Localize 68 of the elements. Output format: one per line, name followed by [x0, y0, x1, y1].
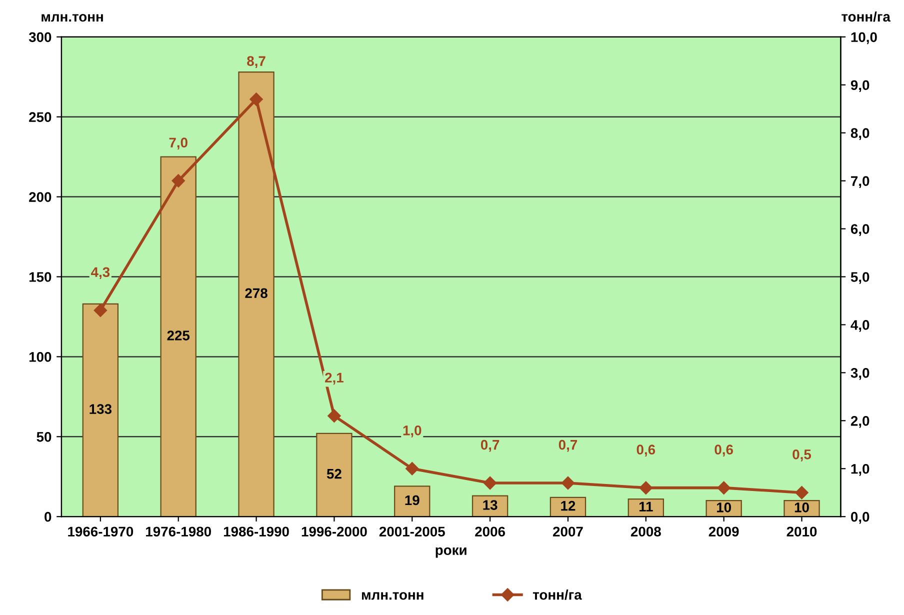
data-label: 1,0 [403, 425, 422, 438]
x-tick-label: 2010 [786, 526, 817, 537]
point [795, 486, 808, 500]
data-label: 278 [245, 288, 268, 298]
y2-tick-label: 7,0 [851, 176, 870, 188]
point [483, 476, 497, 490]
y2-tick-label: 4,0 [850, 320, 870, 332]
y-tick-label: 50 [36, 432, 52, 442]
data-label: 13 [483, 500, 498, 510]
point [639, 481, 652, 494]
y-tick-label: 100 [29, 352, 52, 362]
y-tick-label: 200 [29, 192, 52, 202]
x-tick-label: 1976-1980 [146, 526, 212, 537]
data-label: 8,7 [247, 56, 266, 68]
x-tick-label: 2007 [553, 526, 583, 537]
data-label: 0,6 [714, 444, 733, 457]
data-label: 11 [639, 502, 653, 512]
data-label: 7,0 [169, 138, 188, 150]
y2-tick-label: 2,0 [850, 416, 870, 428]
data-label: 133 [90, 404, 112, 414]
point [250, 92, 263, 106]
data-label: 0,5 [792, 449, 812, 462]
point [561, 476, 575, 490]
x-tick-label: 1966-1970 [68, 526, 134, 537]
y-tick-label: 150 [29, 272, 52, 282]
point [94, 304, 108, 317]
x-tick-label: 1986-1990 [224, 526, 289, 537]
y2-tick-label: 1,0 [851, 464, 870, 476]
x-tick-label: 1996-2000 [302, 526, 367, 537]
data-label: 225 [167, 330, 190, 340]
bar [238, 72, 274, 517]
y2-axis-title: тонн/га [842, 11, 891, 22]
y2-tick-label: 6,0 [850, 224, 870, 236]
x-tick-label: 2001-2005 [379, 526, 445, 537]
data-label: 0,7 [558, 440, 578, 452]
y2-tick-label: 9,0 [850, 80, 870, 92]
bar [82, 303, 119, 517]
x-tick-label: 2008 [630, 526, 661, 537]
data-label: 4,3 [90, 267, 110, 280]
y-axis-title: млн.тонн [42, 14, 103, 22]
bar [394, 486, 430, 517]
legend-label: млн.тонн [362, 592, 424, 600]
point [406, 462, 419, 476]
y2-tick-label: 8,0 [850, 128, 870, 140]
y-tick-label: 250 [29, 112, 52, 122]
y2-tick-label: 5,0 [850, 272, 870, 284]
legend-label: тонн/га [532, 590, 582, 600]
y2-tick-label: 3,0 [850, 368, 870, 380]
data-label: 52 [326, 468, 342, 479]
bar [316, 432, 352, 517]
point [172, 174, 185, 188]
y-tick-label: 0 [44, 512, 52, 522]
point [328, 409, 341, 422]
y-tick-label: 300 [28, 32, 52, 42]
y2-tick-label: 10,0 [851, 32, 877, 44]
data-label: 19 [405, 495, 420, 506]
data-label: 10 [794, 502, 809, 512]
point [717, 481, 730, 494]
x-axis-title: роки [436, 547, 466, 558]
bar [160, 156, 196, 517]
data-label: 2,1 [325, 372, 344, 385]
y2-tick-label: 0,0 [850, 512, 870, 524]
data-label: 12 [561, 500, 576, 511]
data-label: 0,6 [636, 444, 656, 457]
data-label: 10 [716, 502, 731, 512]
x-tick-label: 2009 [708, 526, 739, 537]
x-tick-label: 2006 [475, 526, 506, 537]
data-label: 0,7 [480, 440, 500, 452]
